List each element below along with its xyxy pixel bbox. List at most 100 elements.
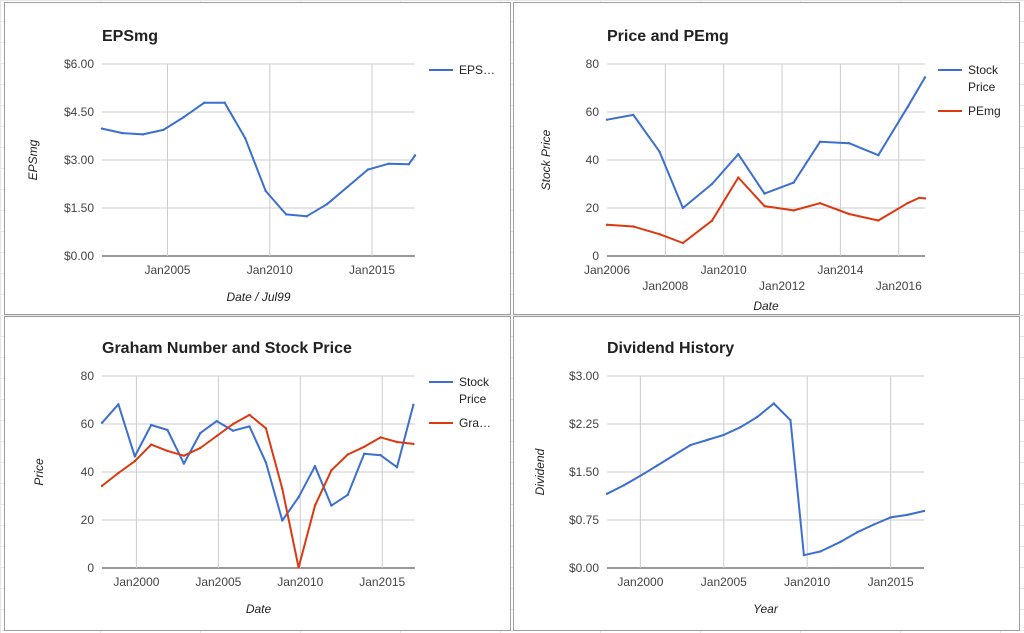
x-tick-label: Jan2010	[277, 575, 323, 589]
x-tick-label: Jan2015	[359, 575, 405, 589]
data-point	[772, 402, 775, 405]
data-point	[918, 196, 921, 200]
y-tick-label: $0.00	[64, 249, 94, 263]
series-line	[606, 402, 925, 557]
data-point	[297, 496, 300, 499]
x-tick-label: Jan2012	[759, 279, 805, 293]
y-tick-label: 80	[81, 369, 95, 383]
data-point	[182, 462, 186, 465]
chart-graham: Graham Number and Stock Price 0 20 40 60 80 Ja…	[32, 340, 491, 616]
data-point	[284, 213, 288, 216]
data-point	[117, 471, 120, 475]
chart-panel-eps[interactable]: EPSmg $0.00 $1.50 $3.00 $4.50 $6.00 Jan2005 Jan…	[4, 2, 511, 315]
chart-panel-price-pe[interactable]: Price and PEmg 0 20 40 60 80 Jan2006 Jan2008 Jan…	[513, 2, 1020, 315]
data-point	[313, 465, 317, 468]
y-tick-label: $1.50	[64, 201, 94, 215]
legend-label: Gra…	[459, 416, 491, 430]
data-point	[412, 403, 415, 406]
data-point	[622, 484, 625, 487]
data-point	[231, 422, 235, 426]
x-tick-label: Jan2010	[784, 575, 830, 589]
data-point	[923, 76, 927, 79]
data-point	[346, 185, 349, 189]
data-point	[121, 131, 124, 135]
x-tick-label: Jan2005	[144, 263, 190, 277]
data-point	[100, 127, 104, 130]
data-point	[248, 413, 251, 417]
data-point	[922, 509, 926, 513]
data-point	[215, 419, 218, 423]
data-point	[363, 452, 366, 455]
data-point	[889, 516, 892, 519]
series-line	[101, 413, 414, 569]
data-point	[906, 202, 909, 205]
series-line	[606, 176, 926, 244]
x-tick-label: Jan2016	[876, 279, 922, 293]
data-point	[330, 469, 333, 472]
data-point	[839, 540, 842, 543]
data-point	[366, 168, 370, 171]
data-point	[203, 101, 206, 104]
y-tick-label: $0.00	[569, 561, 599, 575]
data-point	[763, 204, 766, 208]
data-point	[737, 153, 740, 156]
data-point	[789, 419, 792, 422]
y-tick-label: $2.25	[569, 417, 599, 431]
data-point	[689, 443, 692, 447]
x-tick-label: Jan2015	[349, 263, 395, 277]
data-point	[658, 233, 661, 236]
data-point	[297, 566, 300, 569]
x-axis-title: Year	[753, 602, 779, 616]
data-point	[305, 215, 308, 218]
data-point	[412, 442, 415, 446]
data-point	[231, 429, 235, 432]
y-tick-label: $0.75	[569, 513, 599, 527]
data-point	[639, 474, 642, 477]
legend-label: Stock	[968, 63, 999, 77]
data-point	[710, 182, 714, 186]
x-tick-label: Jan2010	[247, 263, 293, 277]
data-point	[818, 202, 822, 205]
chart-eps: EPSmg $0.00 $1.50 $3.00 $4.50 $6.00 Jan2005 Jan…	[26, 28, 495, 304]
chart-title: Price and PEmg	[607, 28, 729, 45]
data-point	[856, 531, 859, 534]
y-axis-title: Dividend	[533, 448, 547, 495]
data-point	[605, 118, 609, 121]
chart-panel-dividend[interactable]: Dividend History $0.00 $0.75 $1.50 $2.25 $3.0…	[513, 316, 1020, 631]
y-tick-label: 60	[586, 105, 600, 119]
data-point	[672, 454, 675, 457]
x-axis-title: Date	[246, 602, 272, 616]
data-point	[923, 197, 927, 200]
y-tick-label: $3.00	[569, 369, 599, 383]
x-tick-label: Jan2008	[642, 279, 688, 293]
legend-label: Stock	[459, 375, 490, 389]
y-tick-label: 20	[586, 201, 600, 215]
y-tick-label: 80	[586, 57, 600, 71]
legend-label: PEmg	[968, 104, 1001, 118]
data-point	[906, 513, 909, 517]
data-point	[413, 154, 417, 157]
data-point	[710, 219, 714, 222]
data-point	[792, 181, 795, 184]
series-line	[606, 76, 926, 209]
y-axis-title: Stock Price	[539, 129, 553, 190]
data-point	[363, 445, 366, 448]
data-point	[705, 438, 709, 442]
chart-dividend: Dividend History $0.00 $0.75 $1.50 $2.25 $3.0…	[533, 340, 926, 616]
data-point	[387, 162, 390, 165]
chart-panel-graham[interactable]: Graham Number and Stock Price 0 20 40 60 80 Ja…	[4, 316, 511, 631]
data-point	[199, 431, 202, 435]
data-point	[117, 403, 120, 406]
y-tick-label: $1.50	[569, 465, 599, 479]
data-point	[166, 428, 169, 432]
y-axis-title: EPSmg	[26, 139, 40, 180]
x-tick-label: Jan2005	[701, 575, 747, 589]
y-tick-label: 20	[81, 513, 95, 527]
data-point	[162, 128, 165, 132]
data-point	[737, 176, 740, 179]
legend-label: Price	[968, 80, 996, 94]
data-point	[182, 454, 186, 457]
data-point	[150, 443, 153, 446]
data-point	[632, 113, 635, 117]
data-point	[407, 163, 411, 166]
